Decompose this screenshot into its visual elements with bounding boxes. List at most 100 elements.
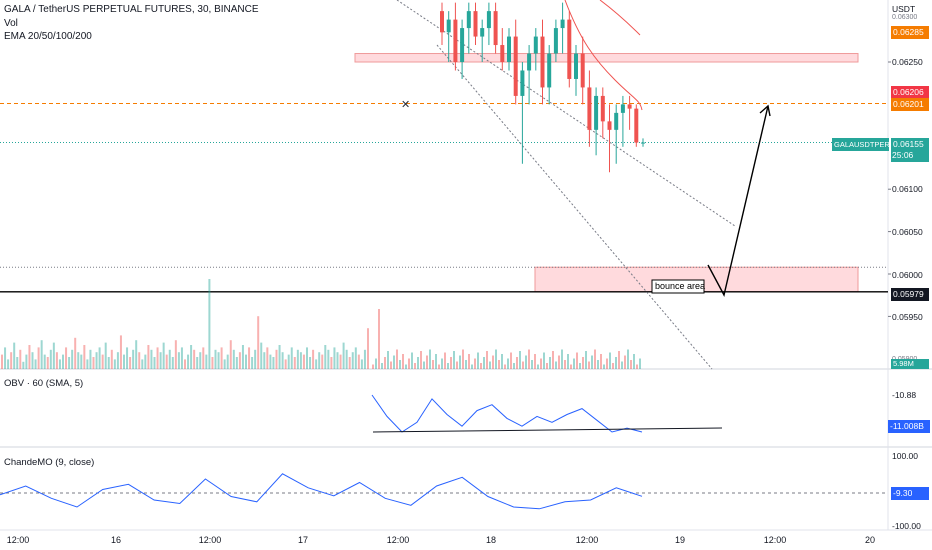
- volume-bar: [438, 364, 440, 369]
- support-price-tag[interactable]: 0.05979: [891, 288, 929, 301]
- ema-price-tag[interactable]: 0.06285: [891, 26, 929, 39]
- alert-price-tag[interactable]: 0.06206: [891, 86, 929, 99]
- candle-body: [466, 11, 471, 29]
- volume-bar: [453, 351, 455, 369]
- symbol-tag[interactable]: GALAUSDTPERP: [832, 138, 895, 151]
- candle-body: [607, 121, 612, 130]
- x-tick: 17: [297, 535, 309, 545]
- volume-bar: [153, 357, 156, 369]
- x-tick: 12:00: [763, 535, 787, 545]
- volume-bar: [101, 354, 104, 369]
- volume-bar: [315, 359, 318, 369]
- volume-bar: [226, 354, 229, 369]
- volume-bar: [46, 357, 49, 369]
- axis-0-06000: 0.06000: [892, 270, 923, 280]
- volume-bar: [245, 354, 247, 369]
- candle-body: [446, 19, 451, 33]
- volume-bar: [263, 352, 266, 369]
- volume-bar: [132, 349, 135, 369]
- cross-marker-icon[interactable]: ✕: [401, 99, 410, 111]
- volume-bar: [123, 354, 125, 369]
- volume-bar: [633, 354, 635, 369]
- volume-bar: [119, 335, 122, 369]
- candle-body: [574, 53, 578, 79]
- volume-bar: [495, 349, 497, 369]
- volume-bar: [576, 352, 578, 369]
- x-tick: 12:00: [6, 535, 30, 545]
- volume-bar: [579, 363, 581, 369]
- volume-bar: [606, 358, 608, 369]
- volume-bar: [156, 347, 159, 369]
- volume-bar: [588, 361, 590, 369]
- volume-bar: [354, 347, 357, 369]
- volume-bar: [302, 354, 305, 369]
- bounce-label-box[interactable]: [651, 279, 705, 294]
- volume-bar: [40, 340, 43, 369]
- volume-bar: [190, 345, 193, 369]
- projected-path-arrow[interactable]: [707, 105, 769, 297]
- candle-body: [473, 11, 478, 37]
- volume-bar: [278, 345, 281, 369]
- x-tick: 19: [674, 535, 686, 545]
- volume-bar: [609, 352, 611, 369]
- volume-bar: [1, 354, 3, 369]
- volume-bar: [272, 357, 275, 369]
- volume-bar: [95, 352, 98, 369]
- cmo-title: ChandeMO (9, close): [4, 457, 95, 468]
- volume-bar: [168, 349, 171, 369]
- volume-bar: [232, 349, 235, 369]
- volume-bar: [290, 347, 293, 369]
- channel-lower-line[interactable]: [436, 44, 713, 370]
- volume-bar: [208, 279, 211, 369]
- volume-bar: [420, 351, 422, 369]
- volume-bar: [312, 349, 315, 369]
- axis-top-cut: 0.06300: [892, 14, 918, 21]
- volume-bar: [34, 359, 37, 369]
- volume-bar: [492, 355, 494, 369]
- candle-body: [600, 95, 605, 122]
- volume-bar: [266, 347, 269, 369]
- volume-bar: [107, 357, 110, 369]
- volume-bar: [217, 352, 220, 369]
- volume-bar: [432, 360, 434, 369]
- volume-bar: [71, 349, 74, 369]
- last-price-tag[interactable]: 0.06155: [891, 138, 929, 162]
- volume-bar: [333, 347, 336, 369]
- volume-bar: [393, 355, 395, 369]
- cmo-value-tag: -9.30: [891, 487, 929, 500]
- cmo-line: [0, 473, 643, 510]
- volume-bar: [330, 357, 333, 369]
- volume-bar: [202, 347, 205, 369]
- volume-bar: [367, 328, 369, 369]
- candle-body: [480, 28, 485, 37]
- obv-trendline[interactable]: [372, 427, 723, 433]
- volume-bar: [384, 357, 386, 369]
- volume-bar: [177, 352, 180, 369]
- volume-bar: [528, 349, 530, 369]
- candle-body: [513, 36, 518, 96]
- volume-bar: [558, 355, 560, 369]
- volume-bar: [585, 351, 587, 369]
- candle-body: [627, 104, 632, 109]
- bounce-area-label[interactable]: bounce area: [655, 281, 706, 291]
- volume-bar: [342, 342, 345, 369]
- resistance-zone[interactable]: [354, 53, 859, 63]
- volume-bar: [165, 354, 168, 369]
- volume-bar: [196, 357, 199, 369]
- volume-bar: [603, 364, 605, 369]
- volume-bar: [80, 354, 83, 369]
- volume-bar: [254, 349, 257, 369]
- volume-bar: [144, 354, 147, 369]
- candle-body: [580, 53, 585, 88]
- axis-0-06050: 0.06050: [892, 227, 923, 237]
- candle-body: [493, 11, 498, 46]
- channel-upper-line[interactable]: [396, 0, 736, 227]
- volume-bar: [387, 351, 389, 369]
- volume-bar: [43, 354, 46, 369]
- volume-bar: [621, 361, 623, 369]
- volume-bar: [612, 363, 614, 369]
- candle-body: [560, 19, 565, 29]
- volume-bar: [543, 352, 545, 369]
- line-price-tag[interactable]: 0.06201: [891, 98, 929, 111]
